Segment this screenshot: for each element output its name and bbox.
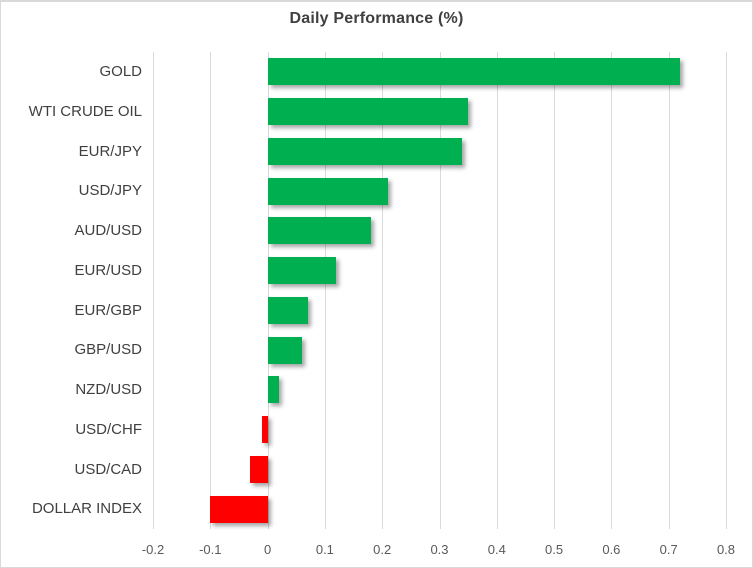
gridline	[554, 52, 556, 529]
bar-nzd-usd	[267, 376, 280, 404]
bar-usd-cad	[250, 455, 268, 483]
bar-aud-usd	[267, 217, 371, 245]
category-label-gbp-usd: GBP/USD	[74, 341, 142, 359]
x-tick-label: 0	[263, 542, 272, 557]
category-label-dollar-index: DOLLAR INDEX	[31, 500, 142, 518]
bar-eur-gbp	[267, 296, 308, 324]
bar-gold	[267, 58, 681, 86]
category-label-nzd-usd: NZD/USD	[75, 381, 142, 398]
x-tick-label: 0.8	[716, 542, 736, 557]
x-tick-label: 0.2	[373, 542, 392, 557]
gridline	[496, 52, 498, 529]
category-label-usd-cad: USD/CAD	[74, 460, 142, 478]
zero-axis-gridline	[267, 52, 269, 529]
chart-title: Daily Performance (%)	[289, 10, 464, 27]
category-label-eur-jpy: EUR/JPY	[78, 142, 142, 160]
gridline	[382, 52, 384, 529]
gridline	[439, 52, 441, 529]
gridline	[153, 52, 154, 529]
gridline	[324, 52, 326, 529]
bar-eur-usd	[267, 257, 337, 285]
bar-eur-jpy	[267, 137, 463, 165]
category-label-wti-crude-oil: WTI CRUDE OIL	[28, 102, 142, 120]
gridline	[611, 52, 613, 529]
bar-usd-chf	[261, 416, 268, 444]
category-label-gold: GOLD	[99, 63, 142, 80]
x-tick-label: 0.5	[545, 542, 564, 557]
bar-wti-crude-oil	[267, 98, 469, 126]
category-label-usd-jpy: USD/JPY	[78, 182, 142, 200]
category-label-usd-chf: USD/CHF	[75, 420, 142, 438]
plot-area	[153, 52, 727, 529]
bar-gbp-usd	[267, 336, 302, 364]
gridline	[726, 52, 727, 529]
gridline	[668, 52, 670, 529]
x-tick-label: 0.7	[659, 542, 678, 557]
x-tick-label: 0.4	[487, 542, 506, 557]
category-label-eur-gbp: EUR/GBP	[74, 301, 142, 319]
x-tick-label: 0.6	[602, 542, 621, 557]
category-label-aud-usd: AUD/USD	[74, 222, 142, 239]
x-tick-label: 0.3	[430, 542, 449, 557]
bar-dollar-index	[210, 495, 268, 523]
category-label-eur-usd: EUR/USD	[74, 261, 142, 279]
gridline	[210, 52, 212, 529]
x-tick-label: -0.2	[141, 542, 165, 557]
bar-usd-jpy	[267, 177, 388, 205]
x-tick-label: 0.1	[315, 542, 334, 557]
x-tick-label: -0.1	[199, 542, 222, 557]
